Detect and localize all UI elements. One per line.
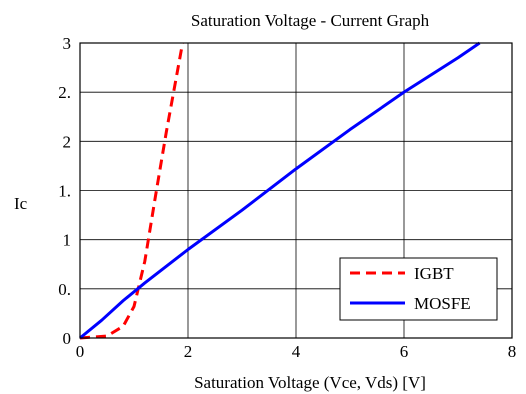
y-ticks: 0 0. 1 1. 2 2. 3: [58, 34, 71, 348]
legend: IGBT MOSFE: [339, 257, 498, 321]
y-tick-label: 2.: [58, 83, 71, 102]
y-tick-label: 0.: [58, 280, 71, 299]
y-tick-label: 2: [63, 132, 72, 151]
x-tick-label: 4: [292, 342, 301, 361]
legend-box: [339, 257, 498, 321]
x-tick-label: 0: [76, 342, 85, 361]
series-group: [79, 41, 481, 340]
x-tick-label: 6: [400, 342, 409, 361]
x-axis-label: Saturation Voltage (Vce, Vds) [V]: [194, 373, 426, 392]
series-line-igbt: [79, 42, 185, 340]
y-tick-label: 0: [63, 329, 72, 348]
legend-label-mosfe: MOSFE: [414, 294, 471, 313]
series-line-mosfe: [79, 41, 481, 340]
x-tick-label: 2: [184, 342, 193, 361]
x-tick-label: 8: [508, 342, 517, 361]
y-tick-label: 3: [63, 34, 72, 53]
y-tick-label: 1: [63, 231, 72, 250]
y-tick-label: 1.: [58, 182, 71, 201]
x-ticks: 0 2 4 6 8: [76, 342, 517, 361]
y-axis-label: Ic: [14, 194, 28, 213]
chart-title: Saturation Voltage - Current Graph: [191, 11, 430, 30]
legend-label-igbt: IGBT: [414, 264, 454, 283]
plot-frame: [79, 42, 513, 339]
